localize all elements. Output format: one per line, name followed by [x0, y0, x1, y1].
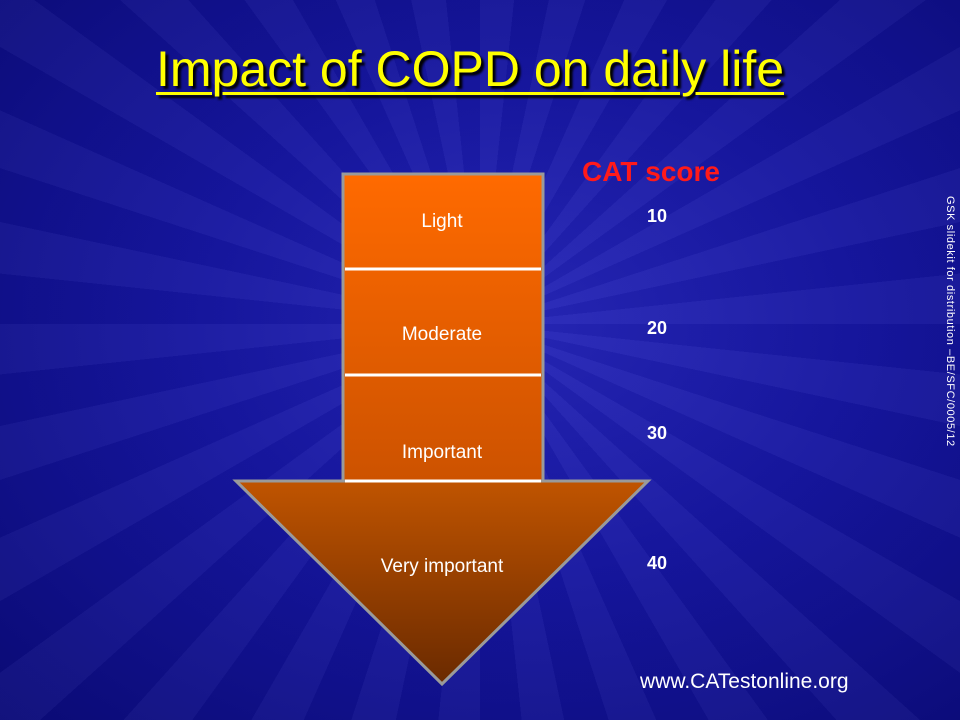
distribution-note: GSK slidekit for distribution –BE/SFC/00… — [944, 196, 956, 447]
website-link[interactable]: www.CATestonline.org — [640, 670, 849, 693]
cat-score-heading: CAT score — [582, 156, 720, 187]
level-very-important: Very important — [381, 556, 504, 577]
cat-score-40: 40 — [647, 553, 668, 573]
slide-title: Impact of COPD on daily life — [155, 41, 785, 97]
level-light: Light — [421, 211, 463, 232]
cat-score-30: 30 — [647, 423, 668, 443]
arrow-head — [232, 479, 652, 687]
level-important: Important — [402, 442, 483, 463]
cat-score-10: 10 — [647, 206, 668, 226]
cat-score-20: 20 — [647, 318, 668, 338]
level-moderate: Moderate — [402, 324, 482, 345]
